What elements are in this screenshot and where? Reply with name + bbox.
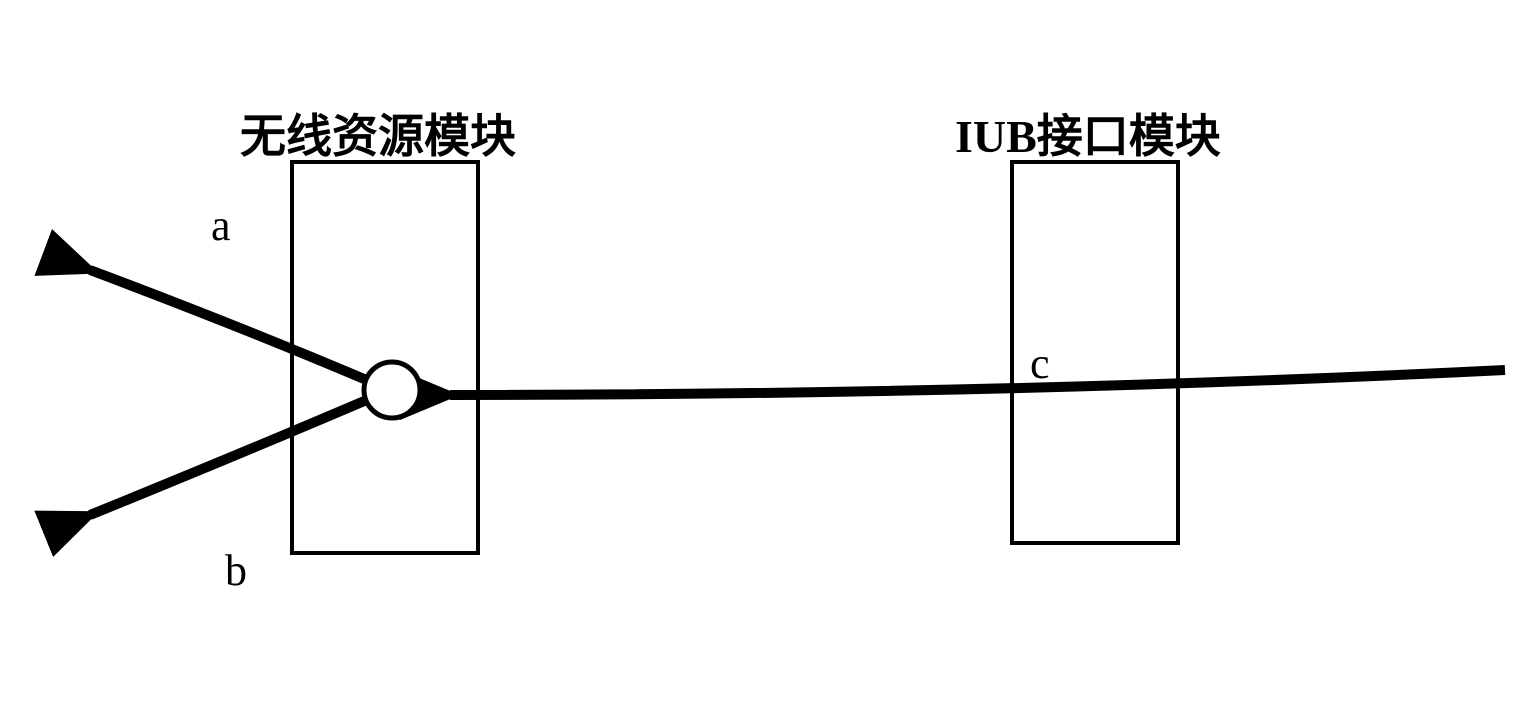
- flow-label-c: c: [1030, 338, 1050, 389]
- diagram-container: 无线资源模块 IUB接口模块 a b c: [0, 0, 1528, 723]
- flow-arrow-c: [450, 370, 1505, 395]
- iub-module-label: IUB接口模块: [955, 100, 1221, 166]
- wireless-module-label: 无线资源模块: [240, 100, 516, 166]
- wireless-module-box: [290, 160, 480, 555]
- flow-label-b: b: [225, 545, 247, 596]
- diagram-svg: [0, 0, 1528, 723]
- flow-label-a: a: [211, 200, 231, 251]
